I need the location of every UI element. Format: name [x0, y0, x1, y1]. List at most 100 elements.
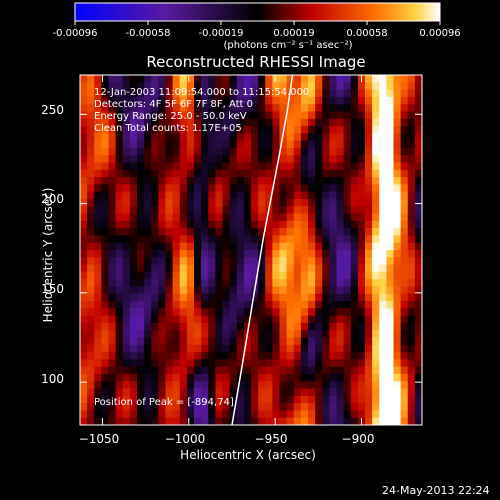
heatmap-cell [343, 177, 352, 185]
heatmap-cell [137, 330, 145, 339]
heatmap-cell [357, 337, 366, 346]
heatmap-cell [407, 147, 416, 156]
heatmap-cell [179, 344, 188, 353]
heatmap-cell [350, 177, 359, 185]
heatmap-cell [129, 133, 138, 142]
heatmap-cell [350, 82, 359, 91]
heatmap-cell [400, 322, 409, 331]
heatmap-cell [286, 184, 295, 193]
heatmap-cell [329, 308, 338, 317]
heatmap-cell [115, 366, 124, 375]
heatmap-cell [122, 75, 131, 83]
heatmap-cell [94, 177, 102, 185]
heatmap-cell [87, 352, 95, 360]
heatmap-cell [108, 198, 117, 207]
heatmap-cell [101, 293, 110, 302]
heatmap-cell [393, 75, 402, 83]
heatmap-cell [208, 118, 216, 127]
heatmap-cell [315, 177, 323, 185]
heatmap-cell [414, 111, 422, 120]
heatmap-cell [322, 403, 330, 412]
heatmap-cell [407, 184, 416, 193]
heatmap-cell [293, 169, 302, 178]
heatmap-cell [258, 322, 266, 331]
heatmap-cell [94, 264, 102, 273]
heatmap-cell [357, 381, 366, 390]
heatmap-cell [144, 75, 152, 83]
heatmap-cell [272, 220, 281, 229]
heatmap-cell [279, 242, 288, 251]
heatmap-cell [151, 330, 159, 339]
heatmap-cell [407, 395, 416, 404]
heatmap-cell [122, 220, 131, 229]
heatmap-cell [158, 140, 167, 149]
heatmap-cell [350, 322, 359, 331]
heatmap-cell [215, 140, 224, 149]
heatmap-cell [414, 308, 422, 317]
heatmap-cell [80, 89, 88, 98]
heatmap-cell [151, 228, 159, 237]
heatmap-cell [279, 271, 288, 280]
heatmap-cell [279, 322, 288, 331]
heatmap-cell [315, 388, 323, 397]
heatmap-cell [229, 111, 238, 120]
heatmap-cell [122, 198, 131, 207]
heatmap-cell [201, 169, 209, 178]
heatmap-cell [365, 82, 373, 91]
heatmap-cell [122, 118, 131, 127]
heatmap-cell [357, 352, 366, 360]
heatmap-cell [343, 257, 352, 266]
heatmap-cell [300, 395, 309, 404]
heatmap-cell [400, 191, 409, 200]
heatmap-cell [129, 118, 138, 127]
heatmap-cell [158, 147, 167, 156]
heatmap-cell [286, 403, 295, 412]
heatmap-cell [94, 213, 102, 222]
heatmap-cell [101, 162, 110, 171]
heatmap-cell [293, 344, 302, 353]
heatmap-cell [386, 286, 395, 295]
heatmap-cell [357, 184, 366, 193]
heatmap-cell [115, 417, 124, 425]
heatmap-cell [414, 366, 422, 375]
heatmap-cell [194, 366, 202, 375]
heatmap-cell [222, 264, 231, 273]
heatmap-cell [186, 198, 195, 207]
heatmap-cell [293, 177, 302, 185]
heatmap-cell [400, 75, 409, 83]
heatmap-cell [329, 104, 338, 113]
heatmap-cell [165, 293, 174, 302]
heatmap-cell [407, 271, 416, 280]
heatmap-cell [414, 191, 422, 200]
heatmap-cell [144, 403, 152, 412]
heatmap-cell [336, 228, 345, 237]
heatmap-cell [286, 206, 295, 215]
heatmap-cell [365, 388, 373, 397]
heatmap-cell [365, 228, 373, 237]
heatmap-cell [372, 301, 380, 309]
heatmap-cell [172, 330, 181, 339]
heatmap-cell [144, 359, 152, 368]
heatmap-cell [414, 271, 422, 280]
heatmap-cell [201, 228, 209, 237]
heatmap-cell [407, 82, 416, 91]
heatmap-cell [386, 257, 395, 266]
heatmap-cell [165, 118, 174, 127]
heatmap-cell [343, 403, 352, 412]
heatmap-cell [372, 381, 380, 390]
heatmap-cell [329, 352, 338, 360]
heatmap-cell [108, 381, 117, 390]
heatmap-cell [229, 308, 238, 317]
heatmap-cell [357, 366, 366, 375]
heatmap-cell [336, 337, 345, 346]
heatmap-cell [194, 293, 202, 302]
heatmap-cell [365, 373, 373, 382]
heatmap-cell [115, 264, 124, 273]
heatmap-cell [222, 147, 231, 156]
heatmap-cell [222, 177, 231, 185]
heatmap-cell [179, 308, 188, 317]
heatmap-cell [222, 403, 231, 412]
heatmap-cell [300, 250, 309, 258]
heatmap-cell [357, 286, 366, 295]
heatmap-cell [222, 322, 231, 331]
